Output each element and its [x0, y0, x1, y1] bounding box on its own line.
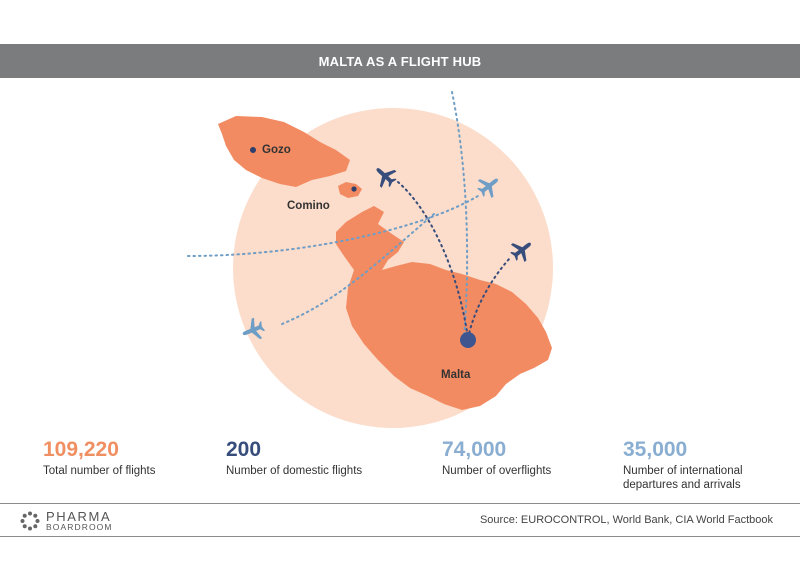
- route-overflight-3: [281, 213, 435, 325]
- comino-dot: [351, 186, 357, 192]
- malta-island: [336, 206, 552, 410]
- gozo-dot: [250, 147, 256, 153]
- logo-text-pharma: PHARMA: [46, 509, 112, 524]
- stat-label: departures and arrivals: [623, 479, 741, 491]
- gozo-island: [218, 116, 350, 187]
- logo-text-boardroom: BOARDROOM: [46, 522, 113, 532]
- stat-value: 109,220: [43, 438, 119, 461]
- stat-label: Total number of flights: [43, 465, 156, 477]
- malta-label: Malta: [441, 369, 471, 381]
- stat-total-flights: 109,220 Total number of flights: [43, 438, 156, 478]
- route-departure-2: [467, 257, 511, 339]
- stat-label: Number of international: [623, 465, 743, 477]
- source-note: Source: EUROCONTROL, World Bank, CIA Wor…: [479, 514, 773, 526]
- pharma-boardroom-logo: PHARMA BOARDROOM: [20, 509, 113, 533]
- title-bar: MALTA AS A FLIGHT HUB: [0, 44, 800, 78]
- stat-overflights: 74,000 Number of overflights: [442, 438, 551, 478]
- comino-label: Comino: [287, 200, 330, 212]
- stat-domestic-flights: 200 Number of domestic flights: [226, 438, 362, 478]
- stat-label: Number of domestic flights: [226, 465, 363, 477]
- stat-label: Number of overflights: [442, 465, 552, 477]
- airport-hub-marker: [460, 332, 476, 348]
- stat-international: 35,000 Number of international departure…: [623, 438, 743, 492]
- route-overflight-2: [187, 195, 479, 257]
- page-title: MALTA AS A FLIGHT HUB: [318, 53, 482, 69]
- footer-divider-bottom: [0, 536, 800, 537]
- stat-value: 200: [226, 438, 262, 461]
- gozo-label: Gozo: [262, 144, 291, 156]
- comino-island: [338, 182, 362, 198]
- footer-divider-top: [0, 503, 800, 504]
- stat-value: 74,000: [442, 438, 507, 461]
- route-departure-1: [397, 181, 469, 339]
- logo-dots-icon: [20, 511, 40, 531]
- stat-value: 35,000: [623, 438, 688, 461]
